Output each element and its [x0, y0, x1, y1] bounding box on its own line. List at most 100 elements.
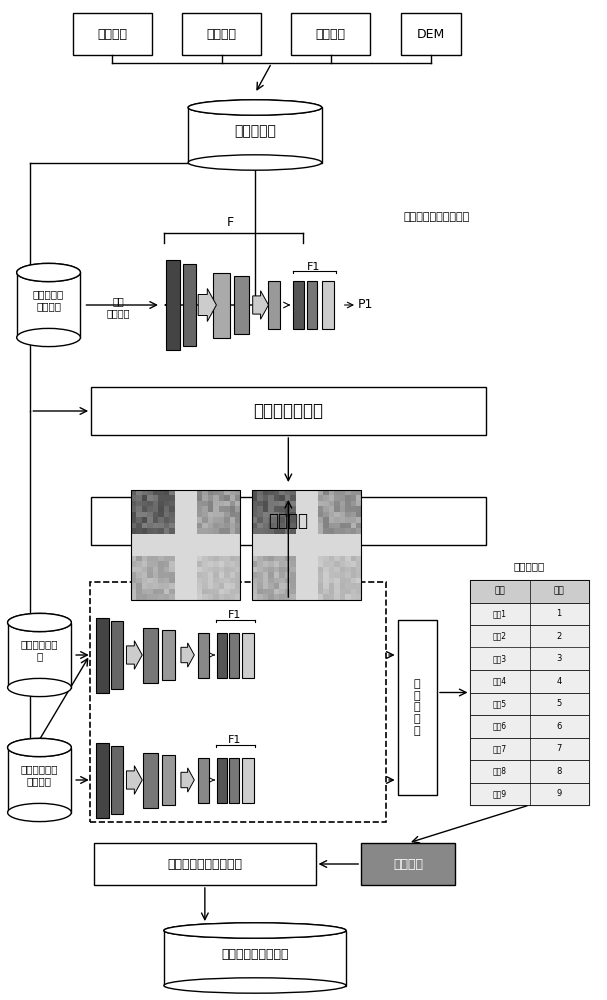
FancyBboxPatch shape [291, 13, 370, 55]
Ellipse shape [17, 263, 80, 282]
FancyBboxPatch shape [268, 281, 280, 329]
Ellipse shape [7, 738, 72, 757]
FancyBboxPatch shape [183, 264, 195, 346]
Text: 样本5: 样本5 [493, 699, 507, 708]
FancyBboxPatch shape [198, 758, 209, 802]
Text: 高分数据: 高分数据 [97, 27, 127, 40]
FancyBboxPatch shape [182, 13, 261, 55]
FancyBboxPatch shape [361, 843, 455, 885]
Ellipse shape [188, 100, 322, 115]
Polygon shape [198, 289, 216, 322]
Text: F: F [227, 217, 234, 230]
Text: 样本2: 样本2 [493, 632, 507, 641]
Polygon shape [181, 643, 194, 667]
FancyBboxPatch shape [213, 272, 230, 338]
Text: 1: 1 [557, 609, 562, 618]
Ellipse shape [188, 100, 322, 115]
Text: 样本: 样本 [495, 587, 506, 596]
FancyBboxPatch shape [217, 633, 227, 678]
Polygon shape [126, 766, 142, 794]
FancyBboxPatch shape [73, 13, 152, 55]
Bar [164, 930, 346, 986]
FancyBboxPatch shape [470, 670, 589, 692]
Ellipse shape [164, 978, 346, 993]
FancyBboxPatch shape [470, 580, 589, 602]
Text: 8: 8 [557, 767, 562, 776]
FancyBboxPatch shape [229, 758, 239, 802]
Text: 7: 7 [557, 744, 562, 753]
FancyBboxPatch shape [198, 633, 209, 678]
FancyBboxPatch shape [166, 260, 180, 350]
Bar [188, 107, 322, 162]
FancyBboxPatch shape [398, 620, 437, 795]
Text: 样本6: 样本6 [493, 722, 507, 731]
Ellipse shape [17, 263, 80, 282]
Text: 公开植被样
本数据集: 公开植被样 本数据集 [33, 289, 64, 311]
Ellipse shape [17, 328, 80, 347]
FancyBboxPatch shape [91, 497, 486, 545]
Ellipse shape [7, 678, 72, 697]
Ellipse shape [7, 803, 72, 822]
FancyBboxPatch shape [111, 746, 123, 814]
FancyBboxPatch shape [322, 281, 334, 329]
FancyBboxPatch shape [470, 580, 589, 805]
FancyBboxPatch shape [470, 760, 589, 782]
Text: 计
算
相
似
度: 计 算 相 似 度 [414, 679, 421, 736]
Polygon shape [181, 768, 194, 792]
Text: 遥感数据库: 遥感数据库 [234, 124, 276, 138]
FancyBboxPatch shape [111, 621, 123, 689]
FancyBboxPatch shape [470, 715, 589, 737]
Text: 样本8: 样本8 [493, 767, 507, 776]
Text: 样本1: 样本1 [493, 609, 507, 618]
Text: 3: 3 [557, 654, 562, 663]
Bar [17, 272, 80, 338]
Text: 提取的研究区样本库: 提取的研究区样本库 [221, 948, 289, 960]
FancyBboxPatch shape [96, 617, 109, 692]
FancyBboxPatch shape [143, 752, 158, 808]
FancyBboxPatch shape [242, 758, 254, 802]
FancyBboxPatch shape [307, 281, 317, 329]
FancyBboxPatch shape [162, 630, 175, 680]
Ellipse shape [7, 613, 72, 632]
FancyBboxPatch shape [470, 625, 589, 648]
FancyBboxPatch shape [96, 742, 109, 818]
FancyBboxPatch shape [401, 13, 461, 55]
FancyBboxPatch shape [470, 737, 589, 760]
FancyBboxPatch shape [94, 843, 316, 885]
FancyBboxPatch shape [217, 758, 227, 802]
Text: 样本3: 样本3 [493, 654, 507, 663]
Text: 研究区域所有
图斑对象: 研究区域所有 图斑对象 [21, 764, 58, 786]
Ellipse shape [164, 923, 346, 938]
FancyBboxPatch shape [234, 276, 249, 334]
Text: 训练
模型参数: 训练 模型参数 [107, 296, 130, 318]
Text: 2: 2 [557, 632, 562, 641]
Text: F1: F1 [228, 610, 241, 620]
Text: 资源数据: 资源数据 [206, 27, 237, 40]
Bar [8, 748, 71, 812]
Text: 图斑对象: 图斑对象 [268, 512, 308, 530]
Text: DEM: DEM [417, 27, 445, 40]
FancyBboxPatch shape [143, 628, 158, 683]
Text: F1: F1 [228, 735, 241, 745]
Text: 迭代训练模型提取样本: 迭代训练模型提取样本 [168, 857, 242, 870]
Text: 9: 9 [557, 789, 562, 798]
FancyBboxPatch shape [470, 782, 589, 805]
Text: 4: 4 [557, 677, 562, 686]
Text: P1: P1 [358, 298, 373, 312]
Text: 样本9: 样本9 [493, 789, 507, 798]
Text: 相似度排名: 相似度排名 [514, 561, 545, 571]
Text: 哨兵数据: 哨兵数据 [316, 27, 346, 40]
Ellipse shape [7, 613, 72, 632]
Text: 正确样本: 正确样本 [393, 857, 423, 870]
Text: 样本7: 样本7 [493, 744, 507, 753]
Ellipse shape [188, 155, 322, 170]
FancyBboxPatch shape [293, 281, 304, 329]
Text: 影像多尺度分割: 影像多尺度分割 [253, 402, 324, 420]
Text: 研究区种子样
本: 研究区种子样 本 [21, 639, 58, 661]
Text: 5: 5 [557, 699, 562, 708]
FancyBboxPatch shape [470, 602, 589, 625]
Text: 训练深度卷积神经网络: 训练深度卷积神经网络 [404, 212, 470, 222]
Polygon shape [126, 641, 142, 669]
FancyBboxPatch shape [470, 647, 589, 670]
Text: 6: 6 [557, 722, 562, 731]
